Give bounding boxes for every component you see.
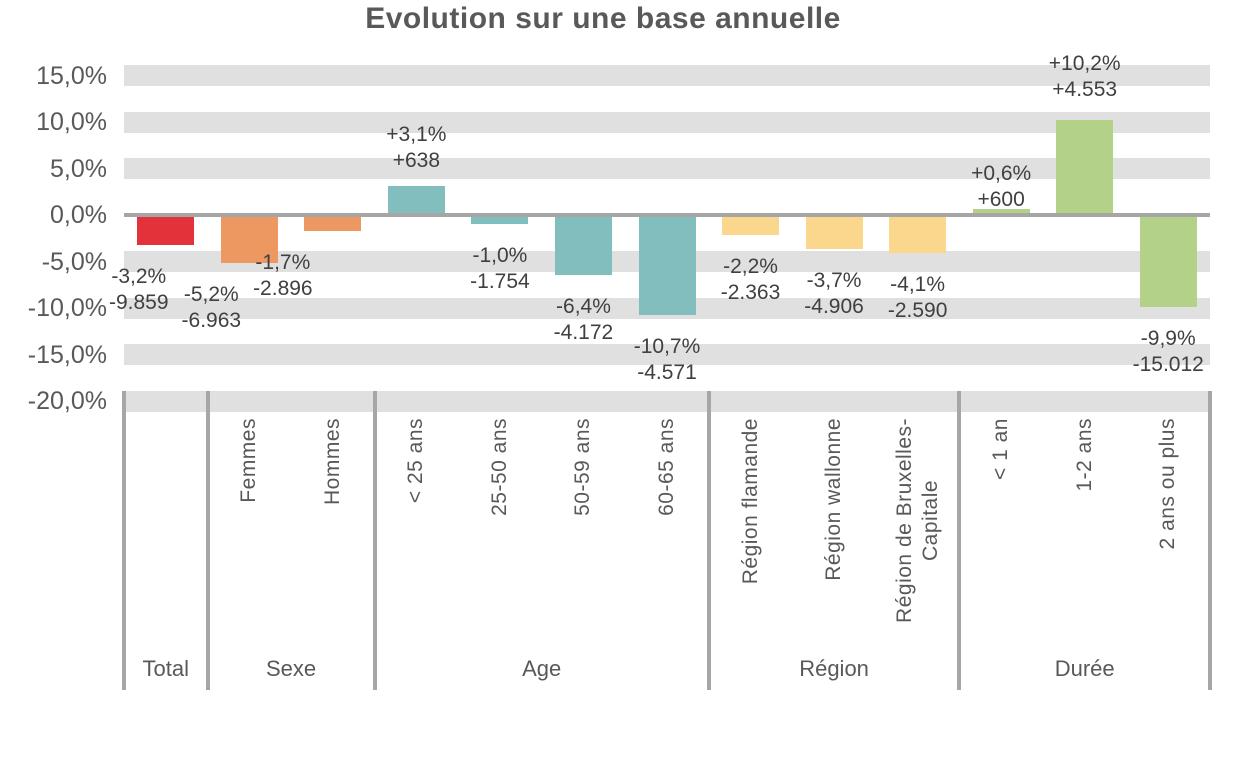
bar-abs-label: -2.590 (887, 299, 948, 323)
y-tick-label: 0,0% (50, 201, 107, 229)
bar-abs-label: -4.571 (637, 360, 697, 384)
category-label-text: < 25 ans (404, 418, 428, 504)
bar (805, 215, 863, 250)
group-separator (957, 391, 962, 690)
group-separator (706, 391, 711, 690)
bar-value-label: -1,0% -1.754 (415, 243, 585, 295)
bar-abs-label: +638 (392, 149, 441, 173)
bar-pct-label: +0,6% (971, 162, 1032, 186)
bar-pct-label: -10,7% (633, 334, 701, 358)
bar (1139, 215, 1197, 308)
y-tick-label: -15,0% (27, 340, 107, 369)
category-label-text: Région flamande (738, 418, 762, 585)
bar-abs-label: -1.754 (470, 270, 530, 294)
bar-value-label: -2,2% -2.363 (666, 254, 836, 306)
chart-title: Evolution sur une base annuelle (365, 2, 841, 35)
group-label: Age (522, 656, 562, 681)
bar (554, 215, 612, 275)
bar (889, 215, 947, 254)
bar (387, 186, 445, 215)
category-label: < 1 an (988, 418, 1050, 480)
grid-band (124, 111, 1210, 133)
bar-abs-label: -15.012 (1132, 353, 1204, 377)
grid-band (124, 390, 1210, 412)
bar-abs-label: -4.906 (804, 295, 864, 319)
group-label: Région (799, 656, 869, 681)
category-label-text: < 1 an (989, 418, 1013, 480)
zero-line (124, 213, 1210, 217)
bar-value-label: -4,1% -2.590 (833, 272, 1003, 324)
bar-pct-label: +10,2% (1048, 52, 1121, 76)
category-label-text: 2 ans ou plus (1156, 418, 1180, 550)
bar-abs-label: -6.963 (181, 309, 242, 333)
bar-pct-label: +3,1% (386, 123, 447, 147)
bar-abs-label: +600 (977, 188, 1025, 212)
category-label-text: 50-59 ans (571, 418, 595, 516)
category-label-text: Région wallonne (822, 418, 846, 581)
group-separator (205, 391, 210, 690)
bar (137, 215, 195, 245)
bar-value-label: -5,2% -6.963 (126, 282, 296, 334)
bar-value-label: +10,2% +4.553 (1000, 51, 1170, 103)
category-label: 1-2 ans (1072, 418, 1146, 492)
bar-pct-label: -5,2% (183, 283, 239, 307)
category-label-text: Hommes (320, 418, 344, 506)
category-label-text: 60-65 ans (655, 418, 678, 516)
bar-abs-label: -9.859 (108, 290, 169, 314)
bar (722, 215, 780, 236)
y-tick-label: -20,0% (27, 387, 107, 415)
bar-abs-label: -2.896 (253, 276, 313, 300)
category-label-text: 1-2 ans (1072, 418, 1096, 492)
bar (304, 215, 362, 231)
category-label-text: Région de Bruxelles- Capitale (892, 418, 942, 623)
bar-pct-label: -4,1% (890, 273, 946, 297)
bar-pct-label: -9,9% (1140, 327, 1196, 351)
bar (638, 215, 696, 315)
bar-value-label: -3,7% -4.906 (749, 268, 919, 320)
group-label: Durée (1054, 656, 1115, 681)
group-separator (1208, 391, 1212, 690)
bar-value-label: +0,6% +600 (916, 161, 1086, 213)
bar (220, 215, 278, 264)
group-label: Sexe (265, 656, 317, 681)
bar-pct-label: -1,0% (472, 244, 528, 268)
category-label-text: 25-50 ans (487, 418, 511, 516)
group-separator (122, 391, 126, 690)
category-label: < 25 ans (403, 418, 488, 503)
bar-pct-label: -6,4% (556, 294, 611, 318)
y-tick-label: -10,0% (27, 294, 107, 322)
category-label: Femmes (236, 418, 321, 503)
bar-abs-label: -2.363 (720, 281, 781, 305)
grid-band (124, 65, 1210, 86)
grid-band (124, 158, 1210, 179)
bar-abs-label: +4.553 (1052, 78, 1118, 102)
bar-value-label: -9,9% -15.012 (1083, 326, 1243, 378)
bar-pct-label: -1,7% (255, 250, 311, 274)
bar-value-label: -1,7% -2.896 (198, 250, 368, 302)
bar-value-label: -6,4% -4.172 (498, 294, 668, 346)
bar-value-label: -3,2% -9.859 (54, 264, 224, 316)
category-label: Hommes (320, 418, 407, 505)
y-tick-label: 15,0% (36, 61, 107, 90)
grid-band (124, 344, 1210, 365)
bar-pct-label: -3,7% (806, 269, 862, 293)
bar (1056, 120, 1114, 215)
bar (972, 209, 1030, 215)
bar-abs-label: -4.172 (553, 320, 614, 344)
bar (471, 215, 529, 225)
y-tick-label: 5,0% (50, 154, 107, 183)
category-label: 2 ans ou plus (1155, 418, 1243, 549)
bar-value-label: -10,7% -4.571 (582, 334, 752, 386)
group-separator (372, 391, 377, 690)
y-tick-label: 10,0% (36, 108, 107, 136)
bar-pct-label: -3,2% (111, 264, 167, 288)
category-label-text: Femmes (237, 418, 261, 503)
group-label: Total (142, 656, 189, 681)
bar-pct-label: -2,2% (723, 255, 778, 279)
bar-value-label: +3,1% +638 (331, 122, 501, 174)
y-tick-label: -5,0% (41, 247, 107, 276)
